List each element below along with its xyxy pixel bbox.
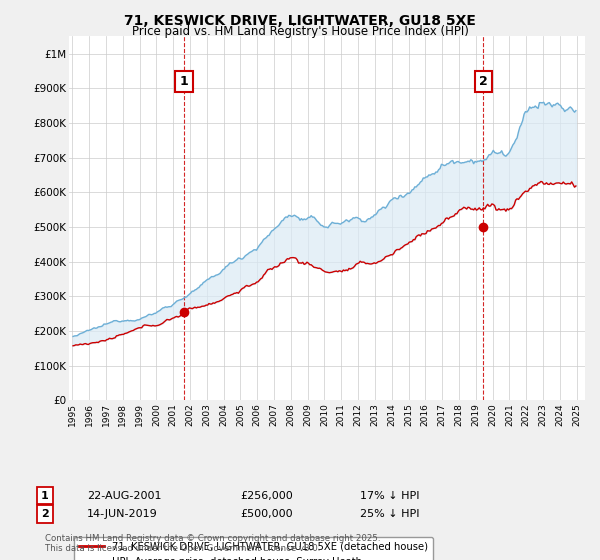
- Text: 2: 2: [479, 75, 488, 88]
- Text: £500,000: £500,000: [240, 509, 293, 519]
- Text: 25% ↓ HPI: 25% ↓ HPI: [360, 509, 419, 519]
- Text: Price paid vs. HM Land Registry's House Price Index (HPI): Price paid vs. HM Land Registry's House …: [131, 25, 469, 38]
- Text: 17% ↓ HPI: 17% ↓ HPI: [360, 491, 419, 501]
- Text: 2: 2: [41, 509, 49, 519]
- Text: 1: 1: [179, 75, 188, 88]
- Text: Contains HM Land Registry data © Crown copyright and database right 2025.
This d: Contains HM Land Registry data © Crown c…: [45, 534, 380, 553]
- Text: £256,000: £256,000: [240, 491, 293, 501]
- Text: 14-JUN-2019: 14-JUN-2019: [87, 509, 158, 519]
- Legend: 71, KESWICK DRIVE, LIGHTWATER, GU18 5XE (detached house), HPI: Average price, de: 71, KESWICK DRIVE, LIGHTWATER, GU18 5XE …: [74, 537, 433, 560]
- Text: 71, KESWICK DRIVE, LIGHTWATER, GU18 5XE: 71, KESWICK DRIVE, LIGHTWATER, GU18 5XE: [124, 14, 476, 28]
- Text: 1: 1: [41, 491, 49, 501]
- Text: 22-AUG-2001: 22-AUG-2001: [87, 491, 161, 501]
